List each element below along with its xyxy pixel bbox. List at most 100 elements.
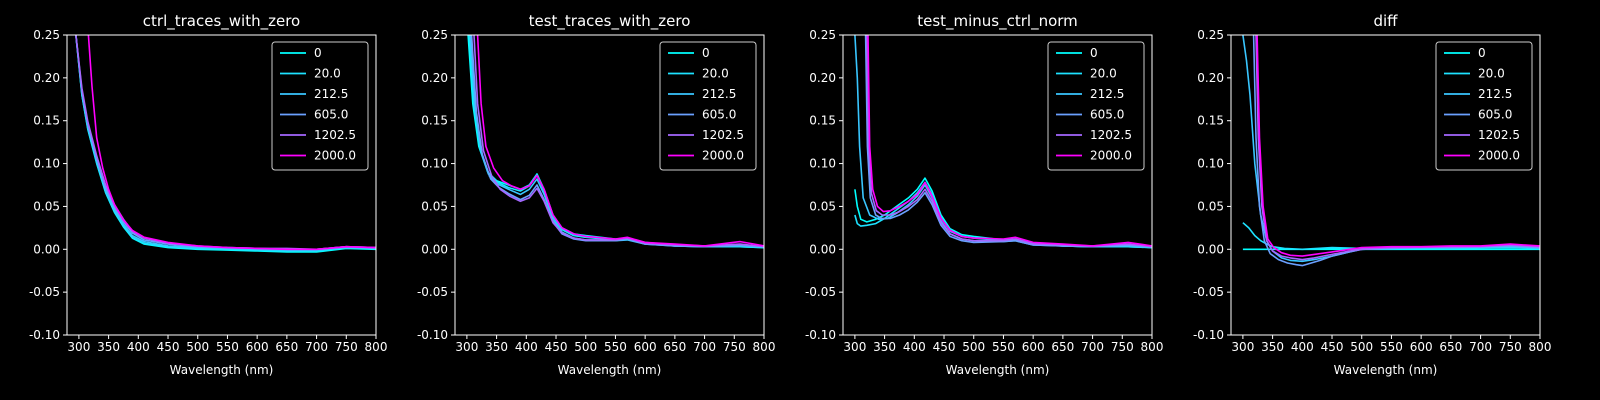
y-tick-label: 0.25 xyxy=(421,28,448,42)
series-line-1202-5 xyxy=(473,35,764,248)
series-line-2000-0 xyxy=(87,35,376,251)
legend-label: 605.0 xyxy=(1478,108,1512,122)
legend-label: 605.0 xyxy=(1090,108,1124,122)
x-tick-label: 800 xyxy=(753,340,776,354)
y-tick-label: -0.10 xyxy=(29,328,60,342)
x-tick-label: 300 xyxy=(67,340,90,354)
y-tick-label: 0.15 xyxy=(809,114,836,128)
x-tick-label: 550 xyxy=(216,340,239,354)
chart-title: test_traces_with_zero xyxy=(529,12,691,31)
legend-label: 0 xyxy=(1478,46,1486,60)
y-tick-label: -0.05 xyxy=(29,285,60,299)
series-line-2000-0 xyxy=(476,35,764,247)
x-tick-label: 300 xyxy=(455,340,478,354)
plot-frame xyxy=(1230,34,1541,336)
x-tick-label: 600 xyxy=(1022,340,1045,354)
x-tick-label: 600 xyxy=(634,340,657,354)
y-tick-label: -0.05 xyxy=(1193,285,1224,299)
x-tick-label: 700 xyxy=(693,340,716,354)
legend-label: 2000.0 xyxy=(702,149,744,163)
legend-label: 20.0 xyxy=(1090,67,1117,81)
legend-label: 0 xyxy=(702,46,710,60)
x-axis-label: Wavelength (nm) xyxy=(946,363,1050,377)
y-tick-label: 0.05 xyxy=(33,199,60,213)
legend-label: 20.0 xyxy=(1478,67,1505,81)
x-tick-label: 400 xyxy=(515,340,538,354)
x-tick-label: 700 xyxy=(1081,340,1104,354)
plot-frame xyxy=(842,34,1153,336)
y-tick-label: -0.05 xyxy=(805,285,836,299)
y-tick-label: -0.10 xyxy=(417,328,448,342)
x-tick-label: 450 xyxy=(157,340,180,354)
legend-label: 20.0 xyxy=(702,67,729,81)
x-axis-label: Wavelength (nm) xyxy=(170,363,274,377)
y-tick-label: 0.00 xyxy=(421,242,448,256)
series-line-605-0 xyxy=(864,35,1152,248)
legend-label: 605.0 xyxy=(702,108,736,122)
x-tick-label: 650 xyxy=(1051,340,1074,354)
legend-label: 1202.5 xyxy=(1090,128,1132,142)
plot-frame xyxy=(454,34,765,336)
legend-label: 2000.0 xyxy=(314,149,356,163)
series-line-2000-0 xyxy=(867,35,1152,247)
series-line-1202-5 xyxy=(866,35,1152,248)
x-tick-label: 450 xyxy=(1321,340,1344,354)
y-tick-label: 0.10 xyxy=(33,157,60,171)
legend-label: 2000.0 xyxy=(1478,149,1520,163)
x-tick-label: 750 xyxy=(723,340,746,354)
y-tick-label: 0.10 xyxy=(809,157,836,171)
y-tick-label: 0.25 xyxy=(1197,28,1224,42)
legend-label: 0 xyxy=(1090,46,1098,60)
y-tick-label: 0.05 xyxy=(1197,199,1224,213)
legend-label: 20.0 xyxy=(314,67,341,81)
legend-label: 212.5 xyxy=(314,87,348,101)
y-tick-label: 0.20 xyxy=(1197,71,1224,85)
x-tick-label: 400 xyxy=(903,340,926,354)
y-tick-label: 0.15 xyxy=(1197,114,1224,128)
series-line-2000-0 xyxy=(1256,35,1540,257)
x-tick-label: 500 xyxy=(1350,340,1373,354)
x-tick-label: 400 xyxy=(127,340,150,354)
x-tick-label: 650 xyxy=(275,340,298,354)
chart-title: diff xyxy=(1373,12,1398,30)
x-tick-label: 650 xyxy=(1439,340,1462,354)
x-tick-label: 700 xyxy=(1469,340,1492,354)
x-tick-label: 550 xyxy=(604,340,627,354)
y-tick-label: 0.10 xyxy=(1197,157,1224,171)
y-tick-label: -0.05 xyxy=(417,285,448,299)
x-tick-label: 600 xyxy=(1410,340,1433,354)
x-tick-label: 750 xyxy=(335,340,358,354)
x-tick-label: 350 xyxy=(873,340,896,354)
y-tick-label: 0.20 xyxy=(809,71,836,85)
y-tick-label: 0.00 xyxy=(1197,242,1224,256)
x-tick-label: 750 xyxy=(1111,340,1134,354)
chart-title: ctrl_traces_with_zero xyxy=(143,12,300,31)
x-tick-label: 800 xyxy=(365,340,388,354)
chart-title: test_minus_ctrl_norm xyxy=(917,12,1078,31)
legend-label: 212.5 xyxy=(702,87,736,101)
x-axis-label: Wavelength (nm) xyxy=(558,363,662,377)
x-tick-label: 350 xyxy=(1261,340,1284,354)
x-tick-label: 300 xyxy=(1231,340,1254,354)
y-tick-label: 0.05 xyxy=(809,199,836,213)
x-tick-label: 500 xyxy=(574,340,597,354)
x-tick-label: 800 xyxy=(1529,340,1552,354)
y-tick-label: 0.15 xyxy=(421,114,448,128)
x-tick-label: 350 xyxy=(485,340,508,354)
legend-label: 212.5 xyxy=(1478,87,1512,101)
x-tick-label: 350 xyxy=(97,340,120,354)
x-tick-label: 450 xyxy=(545,340,568,354)
x-tick-label: 500 xyxy=(186,340,209,354)
x-tick-label: 600 xyxy=(246,340,269,354)
legend-label: 0 xyxy=(314,46,322,60)
x-tick-label: 750 xyxy=(1499,340,1522,354)
x-tick-label: 550 xyxy=(1380,340,1403,354)
y-tick-label: 0.25 xyxy=(809,28,836,42)
x-tick-label: 650 xyxy=(663,340,686,354)
y-tick-label: 0.25 xyxy=(33,28,60,42)
y-tick-label: 0.10 xyxy=(421,157,448,171)
x-tick-label: 400 xyxy=(1291,340,1314,354)
plot-frame xyxy=(66,34,377,336)
